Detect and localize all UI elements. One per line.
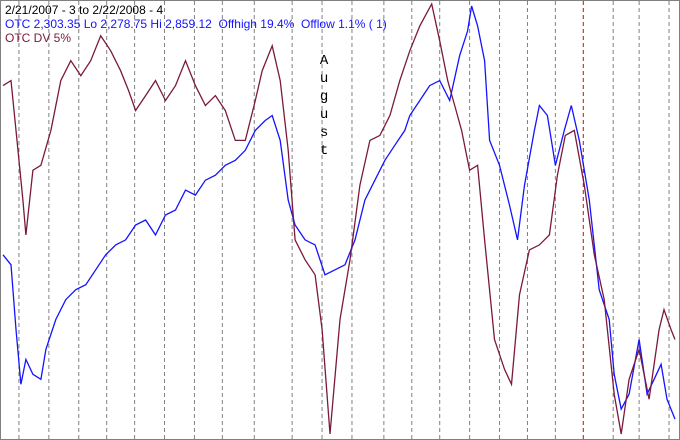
legend-entry: OTC 2,303.35 Lo 2,278.75 Hi 2,859.12 Off… [5, 17, 387, 31]
chart-title: 2/21/2007 - 3 to 2/22/2008 - 4 [5, 3, 164, 17]
series-line [2, 5, 676, 420]
series-line [2, 2, 676, 435]
annotation: August [316, 53, 333, 161]
legend-entry: OTC DV 5% [5, 31, 72, 45]
